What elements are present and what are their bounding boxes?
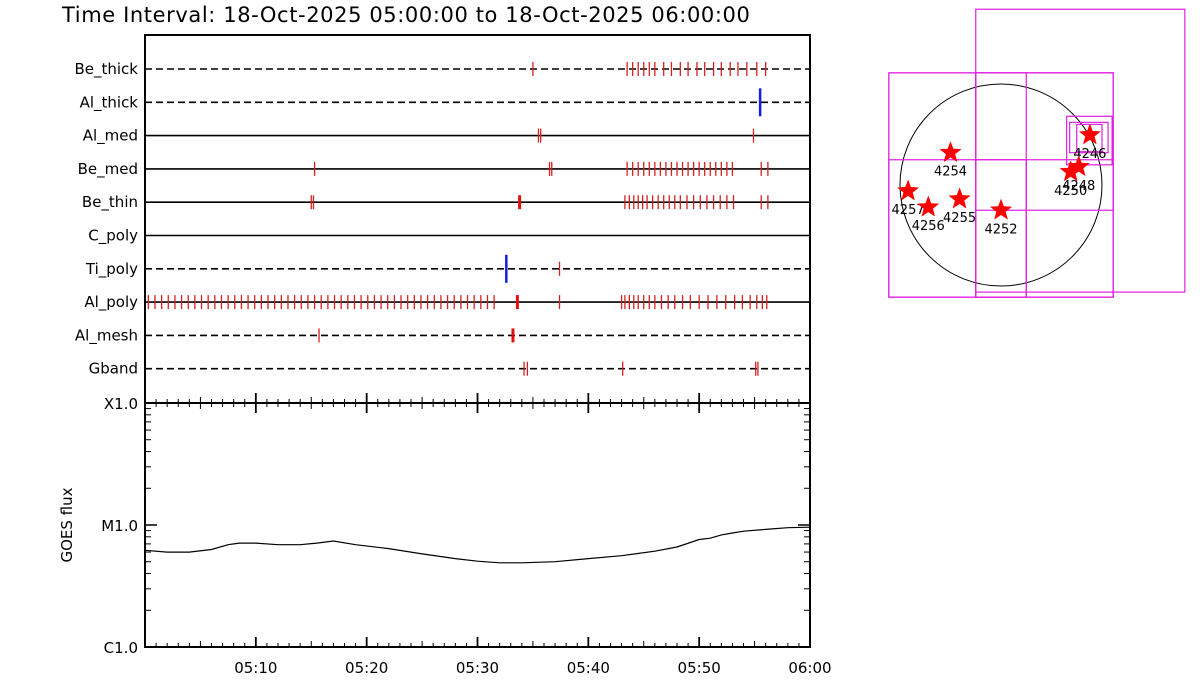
chart-title: Time Interval: 18-Oct-2025 05:00:00 to 1… [62,3,751,27]
active-region-label: 4256 [912,219,945,234]
active-region-star [896,179,920,201]
fov-box [975,8,1186,293]
row-label-gband: Gband [89,360,138,378]
row-label-be-thick: Be_thick [74,60,138,79]
goes-xtick-label: 05:40 [567,659,610,677]
active-region-star [917,195,940,217]
goes-frame [144,402,811,648]
active-region-label: 4246 [1073,147,1106,162]
row-label-c-poly: C_poly [88,227,138,246]
goes-ytick-label: X1.0 [104,395,138,413]
goes-xtick-label: 06:00 [788,659,831,677]
active-region-label: 4257 [892,203,925,218]
goes-ytick-label: M1.0 [101,517,138,535]
row-label-ti-poly: Ti_poly [85,260,138,279]
active-region-label: 4254 [934,165,967,180]
row-label-al-thick: Al_thick [80,93,139,112]
timeline-frame [144,34,811,404]
goes-xtick-label: 05:10 [234,659,277,677]
row-label-al-mesh: Al_mesh [75,326,138,345]
row-label-be-med: Be_med [78,160,138,179]
active-region-star [939,140,962,163]
active-region-label: 4248 [1062,179,1095,194]
fov-box [1076,123,1103,153]
active-region-star [989,198,1013,220]
goes-xtick-label: 05:20 [345,659,388,677]
active-region-star [948,187,971,209]
goes-flux-line [144,526,811,564]
fov-box [1066,115,1113,166]
row-label-be-thin: Be_thin [82,193,138,212]
goes-xtick-label: 05:30 [456,659,499,677]
solar-disk [899,83,1103,287]
active-region-label: 4252 [984,222,1017,237]
goes-ytick-label: C1.0 [104,639,138,657]
row-label-al-poly: Al_poly [84,293,138,312]
active-region-label: 4255 [943,211,976,226]
goes-xtick-label: 05:50 [678,659,721,677]
fov-box [1069,121,1109,154]
goes-ylabel: GOES flux [58,487,76,562]
active-region-label: 4250 [1054,184,1087,199]
row-label-al-med: Al_med [83,127,138,146]
active-region-star [1078,123,1101,145]
active-region-star [1059,160,1082,182]
